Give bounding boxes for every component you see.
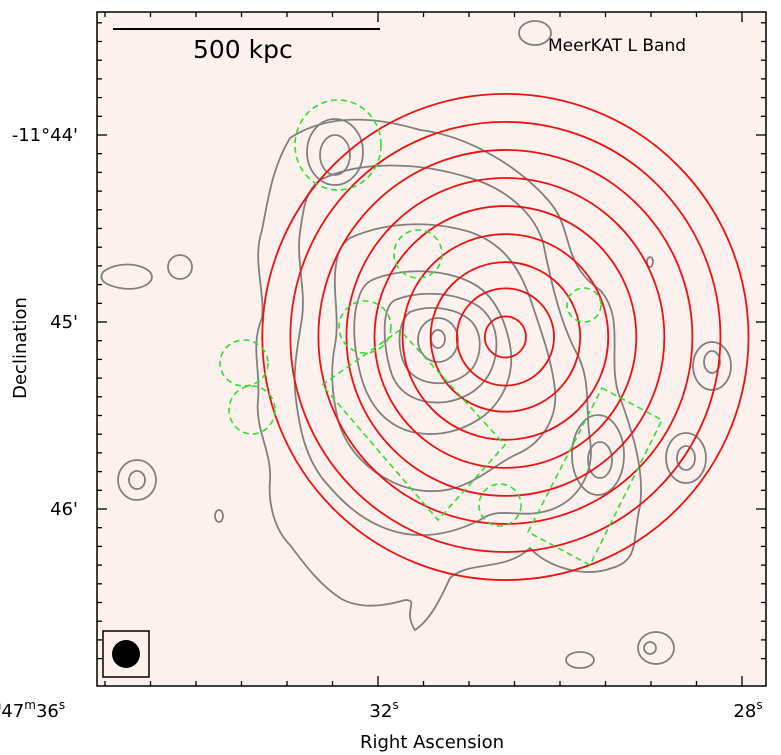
masked-regions [219,99,664,567]
contour-source-small-1 [214,509,224,523]
contour-source-l1 [117,459,157,501]
contour-source-bottom-3 [565,651,595,669]
y-tick-label-45: 45' [50,312,78,333]
contour-source-r2b [676,445,696,471]
contour-source-l3 [100,263,153,290]
contour-4 [353,270,513,435]
region-circle-nw [294,99,382,191]
y-tick-label-44: -11°44' [12,125,78,146]
contour-source-r1 [692,341,732,391]
annulus-3 [429,261,582,413]
radio-contours [100,20,732,669]
contour-source-nw-2 [319,134,351,176]
region-circle-east [566,287,602,323]
contour-source-r2 [665,432,707,484]
annulus-8 [289,121,722,553]
x-tick-label-32: 32s [369,698,398,722]
contour-5 [383,292,498,404]
x-axis-label: Right Ascension [360,732,504,753]
contour-source-l2 [167,254,193,280]
plot-frame [96,11,767,687]
contour-source-small-2 [646,256,654,268]
contour-2 [293,164,592,537]
annulus-5 [373,205,638,469]
annulus-9 [261,92,750,581]
contour-outer [255,118,642,632]
y-tick-label-46: 46' [50,499,78,520]
region-box-east [526,386,664,567]
beam-box [102,630,150,678]
band-label: MeerKAT L Band [548,36,686,56]
contour-source-bottom [637,631,675,665]
contour-source-r1b [703,350,721,374]
y-axis-label: Declination [10,297,31,399]
annulus-2 [455,287,555,387]
x-tick-label-36: 13h47m36s [0,698,65,722]
axis-ticks [97,12,766,686]
axis-tick-labels: 13h47m36s32s28s24s-11°44'45'46' [0,125,763,722]
region-circle-left-1 [219,339,269,387]
contour-source-east-2 [587,441,613,479]
annulus-4 [401,233,610,441]
region-circle-south [478,483,522,527]
annulus-6 [345,177,666,497]
region-circle-west [338,300,392,354]
contour-source-bottom-2 [643,641,657,655]
scale-bar-label: 500 kpc [193,35,293,64]
contour-7 [417,317,459,363]
contour-source-east [571,414,625,496]
contour-source-l1b [128,470,146,490]
contour-6 [398,307,481,385]
contour-3 [331,223,557,493]
annulus-7 [317,149,694,525]
region-box-central [320,328,507,522]
contour-source-nw [306,118,364,186]
region-circle-left-2 [228,385,276,435]
x-tick-label-28: 28s [733,698,762,722]
region-circle-north [393,229,443,279]
annuli-group [261,92,750,581]
annulus-1 [483,315,527,359]
contour-source-top [518,20,552,46]
beam-ellipse [112,640,140,668]
